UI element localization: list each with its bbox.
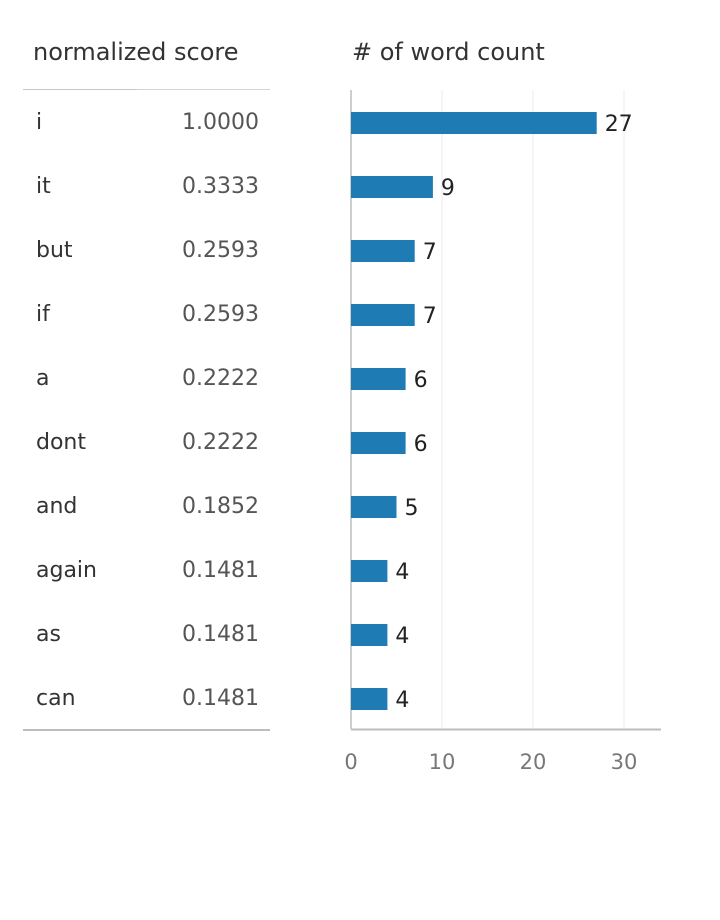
normalized-score: 0.2593 — [182, 238, 259, 263]
bar — [351, 112, 597, 134]
normalized-score: 0.1852 — [182, 494, 259, 519]
bar — [351, 432, 406, 454]
bar — [351, 368, 406, 390]
bar — [351, 240, 415, 262]
bar — [351, 560, 388, 582]
data-label: 7 — [423, 240, 437, 265]
word-label: but — [36, 238, 73, 263]
data-label: 27 — [605, 112, 633, 137]
table-row: it 0.3333 — [0, 174, 300, 214]
table-row: again 0.1481 — [0, 558, 300, 598]
table-row: and 0.1852 — [0, 494, 300, 534]
data-label: 4 — [395, 560, 409, 585]
normalized-score: 0.1481 — [182, 686, 259, 711]
data-label: 6 — [414, 368, 428, 393]
bar — [351, 688, 388, 710]
normalized-score: 0.3333 — [182, 174, 259, 199]
table-top-rule-right — [137, 89, 270, 90]
data-label: 7 — [423, 304, 437, 329]
bar — [351, 496, 397, 518]
table-header: normalized score — [33, 38, 239, 66]
word-label: as — [36, 622, 61, 647]
x-tick-label: 10 — [429, 750, 456, 774]
table-bottom-rule — [23, 729, 270, 731]
table-row: if 0.2593 — [0, 302, 300, 342]
x-tick-label: 30 — [611, 750, 638, 774]
word-label: a — [36, 366, 50, 391]
table-row: a 0.2222 — [0, 366, 300, 406]
data-label: 6 — [414, 432, 428, 457]
normalized-score: 0.1481 — [182, 558, 259, 583]
data-label: 4 — [395, 688, 409, 713]
normalized-score: 0.2222 — [182, 366, 259, 391]
word-label: can — [36, 686, 76, 711]
word-label: if — [36, 302, 50, 327]
normalized-score: 1.0000 — [182, 110, 259, 135]
table-top-rule-left — [23, 89, 137, 90]
word-label: again — [36, 558, 97, 583]
data-label: 9 — [441, 176, 455, 201]
table-row: i 1.0000 — [0, 110, 300, 150]
word-label: and — [36, 494, 78, 519]
table-row: as 0.1481 — [0, 622, 300, 662]
word-label: dont — [36, 430, 86, 455]
normalized-score: 0.1481 — [182, 622, 259, 647]
x-tick-label: 0 — [344, 750, 357, 774]
table-row: but 0.2593 — [0, 238, 300, 278]
table-row: dont 0.2222 — [0, 430, 300, 470]
bar — [351, 176, 433, 198]
word-label: it — [36, 174, 51, 199]
normalized-score: 0.2593 — [182, 302, 259, 327]
normalized-score: 0.2222 — [182, 430, 259, 455]
x-tick-label: 20 — [520, 750, 547, 774]
data-label: 5 — [405, 496, 419, 521]
bar — [351, 304, 415, 326]
word-label: i — [36, 110, 43, 135]
table-row: can 0.1481 — [0, 686, 300, 726]
data-label: 4 — [395, 624, 409, 649]
chart-title: # of word count — [352, 38, 545, 66]
bar — [351, 624, 388, 646]
